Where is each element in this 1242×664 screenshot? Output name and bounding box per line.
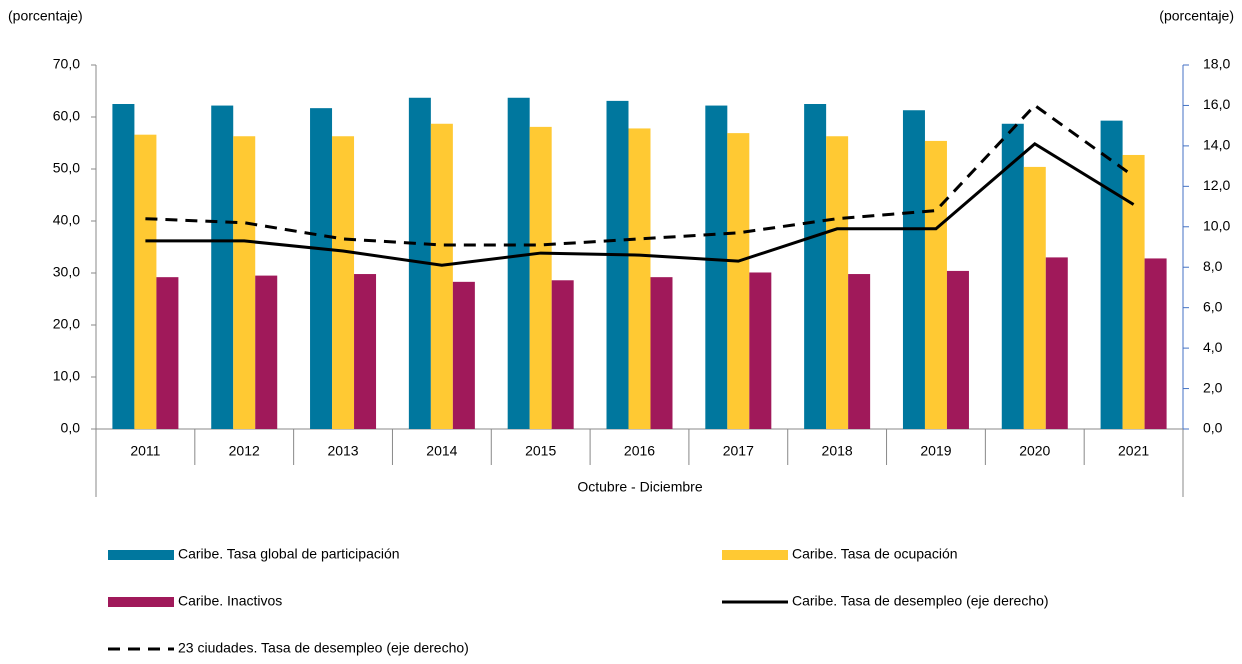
y-tick-label: 50,0: [53, 160, 80, 176]
bar: [628, 128, 651, 429]
y2-tick-label: 8,0: [1203, 258, 1223, 274]
y-tick-label: 40,0: [53, 212, 80, 228]
bar: [1144, 258, 1167, 429]
legend-label: Caribe. Inactivos: [178, 593, 282, 609]
x-tick-label: 2015: [525, 443, 556, 459]
x-tick-label: 2013: [327, 443, 358, 459]
bar: [430, 123, 453, 429]
x-tick-label: 2018: [822, 443, 853, 459]
y2-axis-label: (porcentaje): [1159, 8, 1234, 24]
y2-tick-label: 6,0: [1203, 298, 1223, 314]
y2-tick-label: 14,0: [1203, 137, 1230, 153]
y2-tick-label: 4,0: [1203, 339, 1223, 355]
bar: [826, 136, 849, 430]
x-tick-label: 2011: [130, 443, 160, 459]
y-tick-label: 10,0: [53, 368, 80, 384]
legend-label: 23 ciudades. Tasa de desempleo (eje dere…: [178, 640, 469, 656]
bar: [233, 136, 256, 430]
x-tick-label: 2019: [920, 443, 951, 459]
bar: [452, 281, 475, 429]
legend-label: Caribe. Tasa de desempleo (eje derecho): [792, 593, 1049, 609]
bar: [255, 275, 278, 429]
x-tick-label: 2016: [624, 443, 655, 459]
bar: [902, 110, 925, 430]
x-tick-label: 2014: [426, 443, 457, 459]
line: [145, 142, 1135, 267]
bar: [705, 105, 728, 429]
bar: [1023, 166, 1046, 430]
y2-tick-label: 16,0: [1203, 96, 1230, 112]
y2-tick-label: 18,0: [1203, 56, 1230, 72]
y2-tick-label: 2,0: [1203, 379, 1223, 395]
y2-tick-label: 0,0: [1203, 420, 1223, 436]
y-tick-label: 60,0: [53, 108, 80, 124]
legend-label: Caribe. Tasa de ocupación: [792, 546, 958, 562]
legend-swatch: [722, 550, 788, 560]
bar: [156, 277, 179, 429]
bar: [727, 133, 750, 429]
bar: [507, 97, 530, 429]
bar: [946, 270, 969, 429]
x-tick-label: 2017: [723, 443, 754, 459]
bar: [112, 104, 135, 429]
x-tick-label: 2012: [229, 443, 260, 459]
bar: [551, 280, 574, 429]
y-axis-label: (porcentaje): [8, 8, 83, 24]
legend-swatch: [108, 550, 174, 560]
bar: [211, 105, 234, 429]
y2-tick-label: 10,0: [1203, 217, 1230, 233]
bar: [650, 277, 673, 429]
y-tick-label: 20,0: [53, 316, 80, 332]
y-tick-label: 0,0: [61, 420, 81, 436]
bar: [804, 104, 827, 429]
bar: [1100, 120, 1123, 429]
legend-swatch: [108, 597, 174, 607]
bar: [310, 108, 333, 429]
bar: [134, 134, 157, 429]
bar: [1045, 257, 1068, 429]
bar: [848, 274, 871, 429]
bar: [606, 100, 629, 429]
bar: [332, 136, 355, 430]
bar: [749, 272, 772, 429]
line: [145, 103, 1135, 247]
legend-label: Caribe. Tasa global de participación: [178, 546, 400, 562]
bar: [1001, 123, 1024, 429]
bar: [354, 274, 377, 429]
bar: [1122, 154, 1145, 429]
y2-tick-label: 12,0: [1203, 177, 1230, 193]
y-tick-label: 30,0: [53, 264, 80, 280]
x-axis-label: Octubre - Diciembre: [577, 479, 702, 495]
x-tick-label: 2021: [1118, 443, 1149, 459]
bar: [924, 140, 947, 430]
x-tick-label: 2020: [1019, 443, 1050, 459]
bar: [529, 126, 552, 429]
y-tick-label: 70,0: [53, 56, 80, 72]
